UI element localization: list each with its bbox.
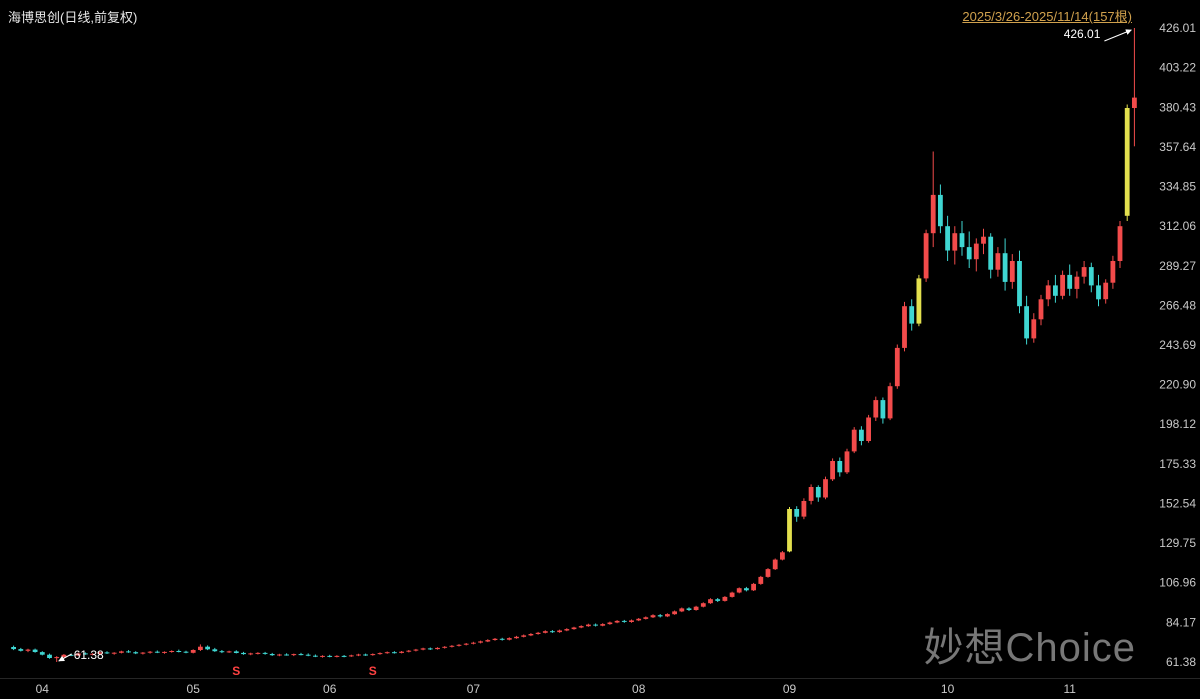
svg-text:08: 08 (632, 682, 646, 696)
chart-title: 海博思创(日线,前复权) (8, 10, 138, 25)
svg-text:403.22: 403.22 (1159, 61, 1196, 75)
svg-text:05: 05 (187, 682, 201, 696)
x-axis-labels: 04 05 06 07 08 09 10 11 (36, 682, 1077, 696)
svg-text:09: 09 (783, 682, 797, 696)
svg-text:129.75: 129.75 (1159, 536, 1196, 550)
svg-text:426.01: 426.01 (1159, 21, 1196, 35)
svg-text:357.64: 357.64 (1159, 140, 1196, 154)
svg-text:11: 11 (1063, 682, 1076, 696)
svg-text:84.17: 84.17 (1166, 615, 1196, 629)
candles-layer (11, 28, 1137, 662)
y-axis-labels: 426.01 403.22 380.43 357.64 334.85 312.06 289.… (1159, 21, 1196, 669)
svg-text:266.48: 266.48 (1159, 298, 1196, 312)
svg-text:289.27: 289.27 (1159, 259, 1196, 273)
svg-text:106.96: 106.96 (1159, 576, 1196, 590)
svg-text:243.69: 243.69 (1159, 338, 1196, 352)
svg-text:S: S (369, 664, 377, 678)
annotations: 426.01 61.38 (58, 27, 1132, 662)
svg-text:312.06: 312.06 (1159, 219, 1196, 233)
svg-text:198.12: 198.12 (1159, 417, 1196, 431)
svg-text:334.85: 334.85 (1159, 180, 1196, 194)
svg-text:152.54: 152.54 (1159, 497, 1196, 511)
svg-text:426.01: 426.01 (1064, 27, 1101, 41)
svg-text:07: 07 (467, 682, 481, 696)
svg-text:175.33: 175.33 (1159, 457, 1196, 471)
svg-text:04: 04 (36, 682, 50, 696)
svg-text:220.90: 220.90 (1159, 378, 1196, 392)
svg-text:S: S (232, 664, 240, 678)
svg-text:06: 06 (323, 682, 337, 696)
svg-text:380.43: 380.43 (1159, 100, 1196, 114)
svg-text:61.38: 61.38 (1166, 655, 1196, 669)
date-range-link[interactable]: 2025/3/26-2025/11/14(157根) (962, 9, 1132, 24)
svg-text:61.38: 61.38 (74, 648, 104, 662)
svg-text:10: 10 (941, 682, 955, 696)
